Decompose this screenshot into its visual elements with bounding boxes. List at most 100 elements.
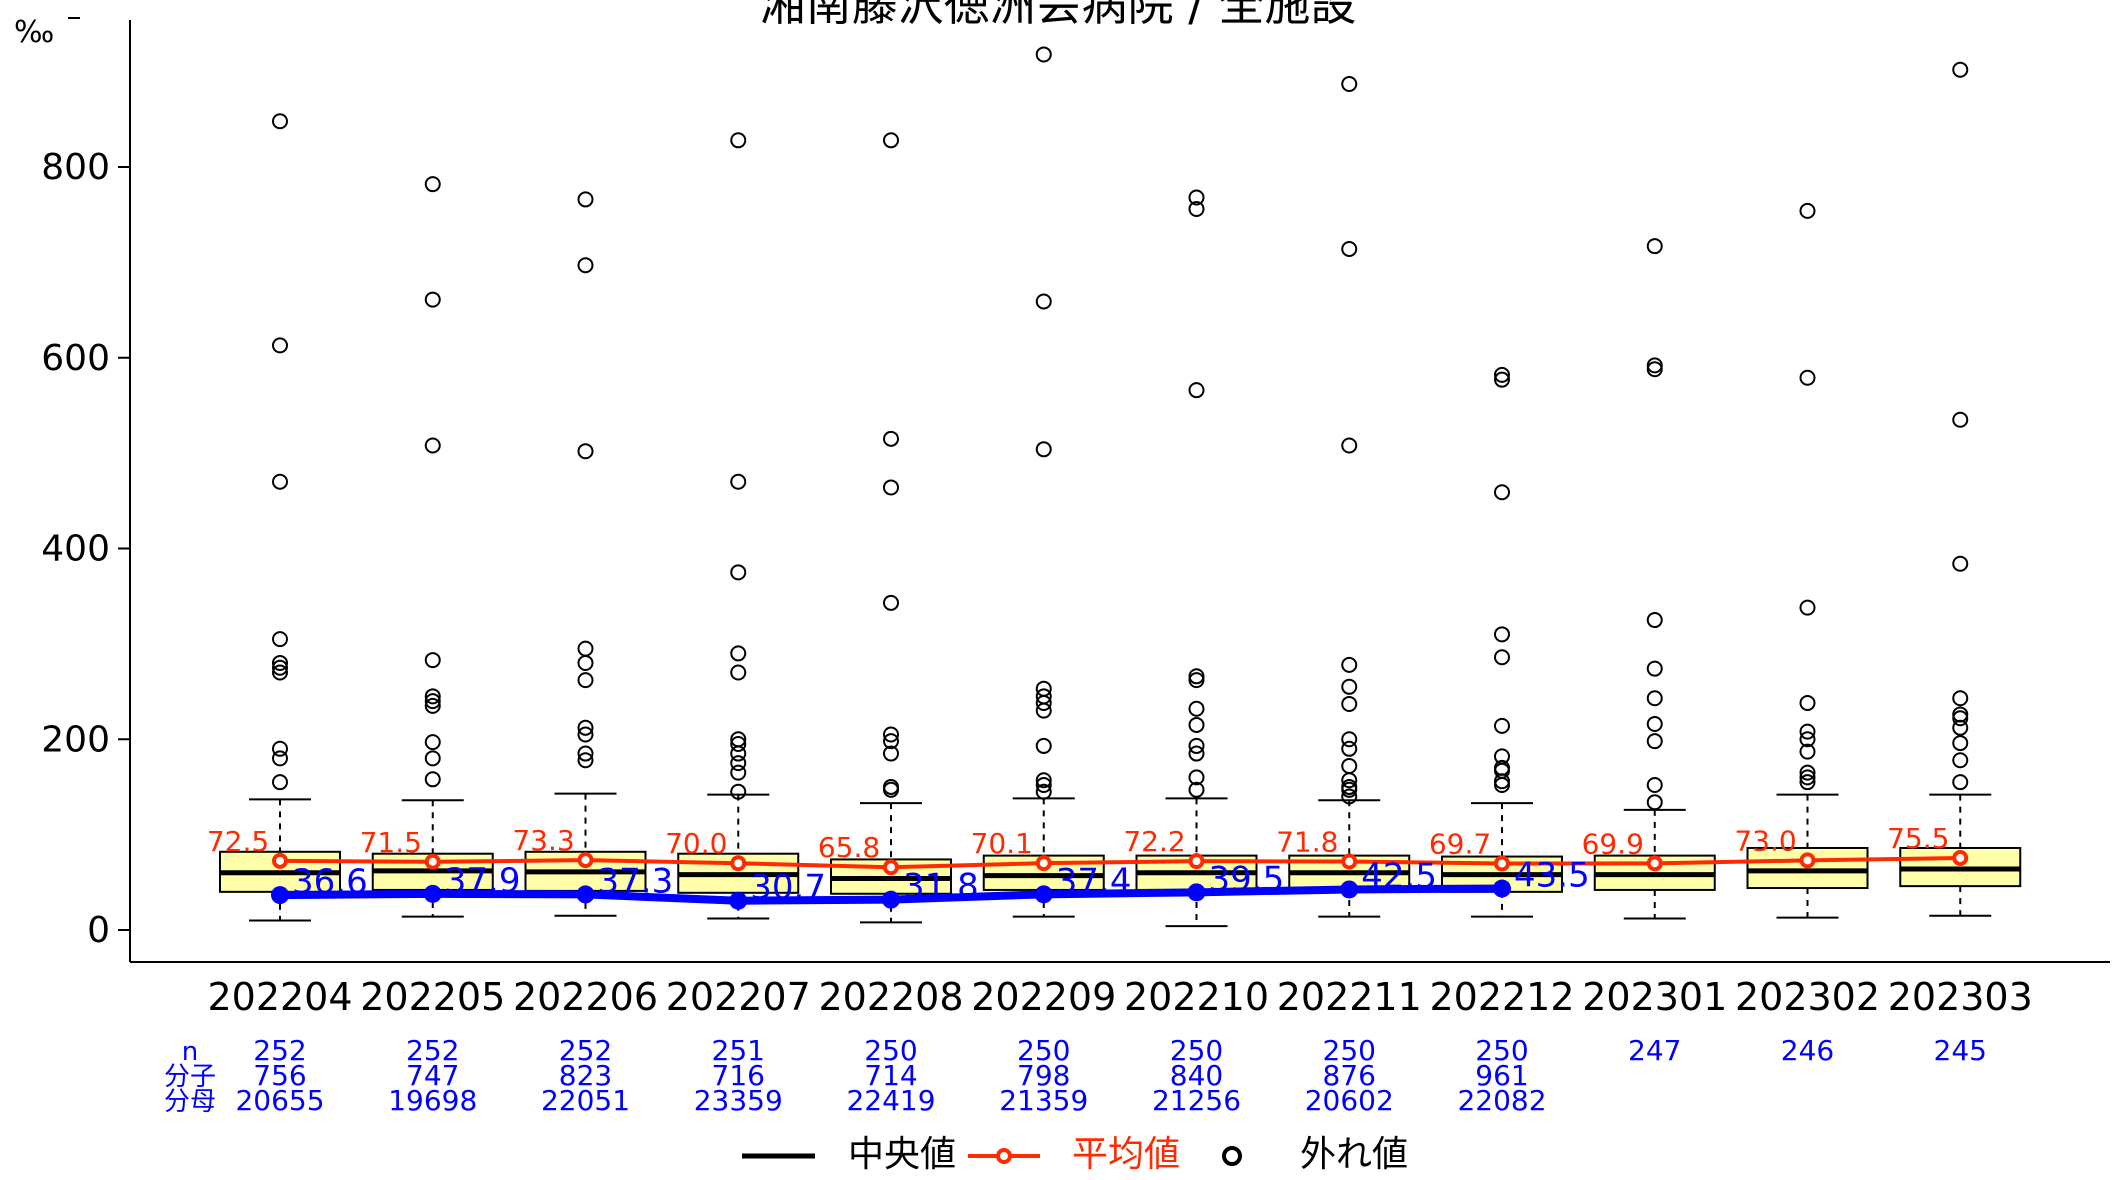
hospital-label-202205: 37.9 [445, 861, 521, 901]
outlier-point [272, 750, 288, 767]
mean-point-202206 [577, 852, 594, 869]
outlier-point [730, 473, 747, 490]
x-tick-label-202208: 202208 [818, 975, 963, 1019]
mean-label-202303: 75.5 [1887, 822, 1949, 855]
outlier-point [730, 564, 747, 581]
outlier-point [1952, 774, 1969, 791]
table-cell-0-10: 246 [1781, 1034, 1834, 1067]
x-tick-label-202301: 202301 [1582, 975, 1727, 1019]
outlier-point [1494, 649, 1510, 666]
outlier-point [1799, 774, 1816, 791]
mean-label-202211: 71.8 [1276, 826, 1338, 859]
outlier-point [1494, 366, 1510, 383]
table-cell-1-7: 876 [1323, 1059, 1376, 1092]
mean-label-202212: 69.7 [1429, 828, 1491, 861]
table-cell-2-5: 21359 [999, 1084, 1088, 1117]
mean-point-202207 [730, 855, 747, 872]
table-row-label-1: 分子 [164, 1062, 216, 1092]
outlier-point [883, 479, 899, 496]
outlier-point [1035, 441, 1052, 458]
y-axis-ticks: 0 200 400 600 800 [41, 17, 130, 951]
table-cell-0-1: 252 [406, 1034, 459, 1067]
outlier-point [1799, 695, 1816, 712]
x-axis-labels: 202204 202205 202206 202207 202208 202209 2022… [207, 975, 2032, 1019]
x-tick-label-202302: 202302 [1735, 975, 1880, 1019]
table-cell-1-3: 716 [712, 1059, 765, 1092]
hospital-point-202204 [271, 886, 289, 905]
x-tick-label-202206: 202206 [513, 975, 658, 1019]
x-tick-label-202204: 202204 [207, 975, 352, 1019]
outlier-point [424, 437, 441, 454]
mean-line [279, 855, 1961, 870]
outlier-point [1646, 794, 1663, 811]
outlier-point [424, 688, 441, 705]
y-tick-label-800: 800 [41, 147, 110, 188]
outlier-point [272, 659, 288, 676]
table-cell-2-3: 23359 [694, 1084, 783, 1117]
table-cell-0-7: 250 [1323, 1034, 1376, 1067]
outlier-point [1341, 437, 1358, 454]
outlier-point [730, 783, 747, 800]
hospital-point-202208 [882, 890, 900, 909]
outlier-point [424, 693, 441, 710]
y-tick-label-0: 0 [87, 910, 110, 951]
outlier-point [577, 719, 594, 736]
table-cell-2-2: 22051 [541, 1084, 630, 1117]
outlier-point [424, 652, 441, 669]
outlier-point [1494, 484, 1510, 501]
outlier-point [1188, 200, 1205, 217]
outlier-point [272, 631, 288, 648]
outlier-point [1341, 241, 1358, 258]
table-cell-0-6: 250 [1170, 1034, 1223, 1067]
hospital-label-202206: 37.3 [598, 861, 674, 901]
outlier-point [1799, 599, 1816, 616]
outlier-point [1188, 781, 1205, 798]
x-tick-label-202207: 202207 [666, 975, 811, 1019]
mean-label-202205: 71.5 [360, 826, 422, 859]
outlier-point [577, 654, 594, 671]
hospital-label-202211: 42.5 [1361, 856, 1437, 896]
hospital-point-202206 [576, 885, 595, 904]
table-cell-0-0: 252 [253, 1034, 306, 1067]
outlier-point [883, 745, 899, 762]
outlier-point [1494, 748, 1510, 765]
x-tick-label-202212: 202212 [1429, 975, 1574, 1019]
hospital-point-202209 [1034, 885, 1053, 904]
y-tick-label-400: 400 [41, 529, 110, 570]
x-tick-label-202210: 202210 [1124, 975, 1269, 1019]
outlier-point [730, 764, 747, 781]
table-cell-1-6: 840 [1170, 1059, 1223, 1092]
outlier-point [883, 778, 899, 795]
mean-point-202211 [1341, 853, 1358, 870]
outlier-point [272, 113, 288, 130]
outlier-point [1646, 690, 1663, 707]
outlier-point [1646, 733, 1663, 750]
hospital-series: 36.6 37.9 37.3 30.7 31.8 37.4 39.5 42.5 43.5 [271, 856, 1590, 910]
outlier-point [1035, 293, 1052, 310]
mean-label-202208: 65.8 [818, 831, 880, 864]
table-cell-2-4: 22419 [846, 1084, 935, 1117]
hospital-label-202207: 30.7 [750, 868, 826, 908]
outlier-point [1035, 772, 1052, 789]
table-cell-2-0: 20655 [235, 1084, 324, 1117]
outlier-point [1646, 660, 1663, 677]
table-cell-2-7: 20602 [1305, 1084, 1394, 1117]
outlier-point [730, 645, 747, 662]
outlier-point [1646, 357, 1663, 374]
table-cell-1-2: 823 [559, 1059, 612, 1092]
outlier-point [1646, 715, 1663, 732]
outlier-point [1341, 695, 1358, 712]
outlier-point [1188, 745, 1205, 762]
outlier-point [577, 752, 594, 769]
outlier-point [1188, 700, 1205, 717]
outlier-point [1035, 783, 1052, 800]
outlier-point [1952, 706, 1969, 723]
table-cell-1-8: 961 [1475, 1059, 1528, 1092]
outlier-point [883, 430, 899, 447]
outlier-point [424, 734, 441, 751]
mean-label-202301: 69.9 [1582, 827, 1644, 860]
outlier-point [272, 654, 288, 671]
outlier-point [1952, 735, 1969, 752]
outlier-point [272, 473, 288, 490]
